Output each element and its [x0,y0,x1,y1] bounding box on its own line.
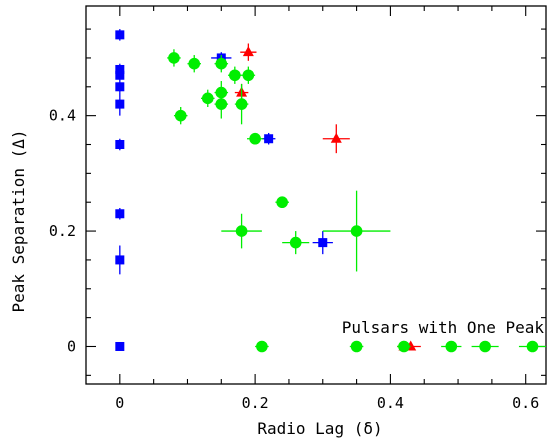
circle-marker [201,92,214,105]
circle-point [201,89,215,107]
circle-marker [445,340,458,353]
circle-marker [526,340,539,353]
circle-marker [188,57,201,70]
circle-point [471,340,499,353]
square-marker [115,99,125,109]
circle-point [397,340,411,353]
square-point [115,245,125,275]
square-point [115,138,125,151]
circle-point [275,196,289,209]
x-axis-title: Radio Lag (δ) [257,419,382,438]
square-point [115,69,125,82]
square-point [115,29,125,41]
circle-point [322,190,391,272]
square-marker [115,30,125,40]
square-marker [115,70,125,80]
y-tick-label: 0 [67,337,76,355]
circle-marker [398,340,410,353]
square-marker [115,255,125,265]
circle-marker [229,69,241,82]
circle-marker [168,52,180,64]
plot-border [85,5,547,385]
x-tick-label: 0.6 [512,394,539,412]
circle-point [187,55,201,73]
square-point [115,92,125,116]
circle-marker [215,57,228,70]
circle-point [247,132,264,145]
triangle-marker [330,132,342,143]
circle-point [234,83,249,125]
square-marker [115,209,125,219]
x-tick-label: 0 [115,394,124,412]
square-marker [115,140,125,150]
circle-marker [256,340,268,353]
y-axis-title: Peak Separation (Δ) [9,129,28,312]
y-tick-label: 0.2 [49,222,76,240]
circle-marker [289,236,302,249]
x-tick-label: 0.2 [242,394,269,412]
circle-point [228,66,242,84]
circle-point [255,340,269,353]
circle-point [214,55,229,73]
circle-point [167,49,181,67]
circle-marker [174,109,187,122]
square-point [261,132,276,145]
triangle-marker [242,46,254,57]
triangle-point [240,43,257,61]
data-points [115,29,546,353]
square-point [115,341,125,351]
circle-marker [242,69,255,82]
circle-point [241,66,256,84]
annotation-text: Pulsars with One Peak [342,318,545,337]
square-point [115,81,125,93]
circle-marker [479,340,491,353]
x-axis: 0 0.2 0.4 0.6 [115,6,539,412]
y-tick-label: 0.4 [49,107,76,125]
circle-marker [235,98,248,110]
square-point [115,207,125,220]
circle-marker [276,196,288,209]
circle-marker [350,225,363,237]
square-marker [318,238,328,248]
square-marker [115,64,125,74]
circle-point [441,340,462,353]
square-point [312,231,333,255]
triangle-point [322,124,350,154]
square-marker [115,82,125,92]
circle-marker [249,132,261,145]
circle-point [214,89,229,119]
circle-point [518,340,546,353]
circle-point [349,340,364,353]
circle-point [173,106,188,125]
circle-marker [215,98,228,110]
square-marker [264,134,274,144]
circle-marker [235,225,248,237]
circle-marker [350,340,363,353]
circle-point [282,231,310,255]
x-tick-label: 0.4 [377,394,404,412]
circle-point [221,213,262,249]
plot-frame [85,5,547,385]
square-marker [115,341,125,351]
y-axis: 0 0.2 0.4 [49,28,546,376]
